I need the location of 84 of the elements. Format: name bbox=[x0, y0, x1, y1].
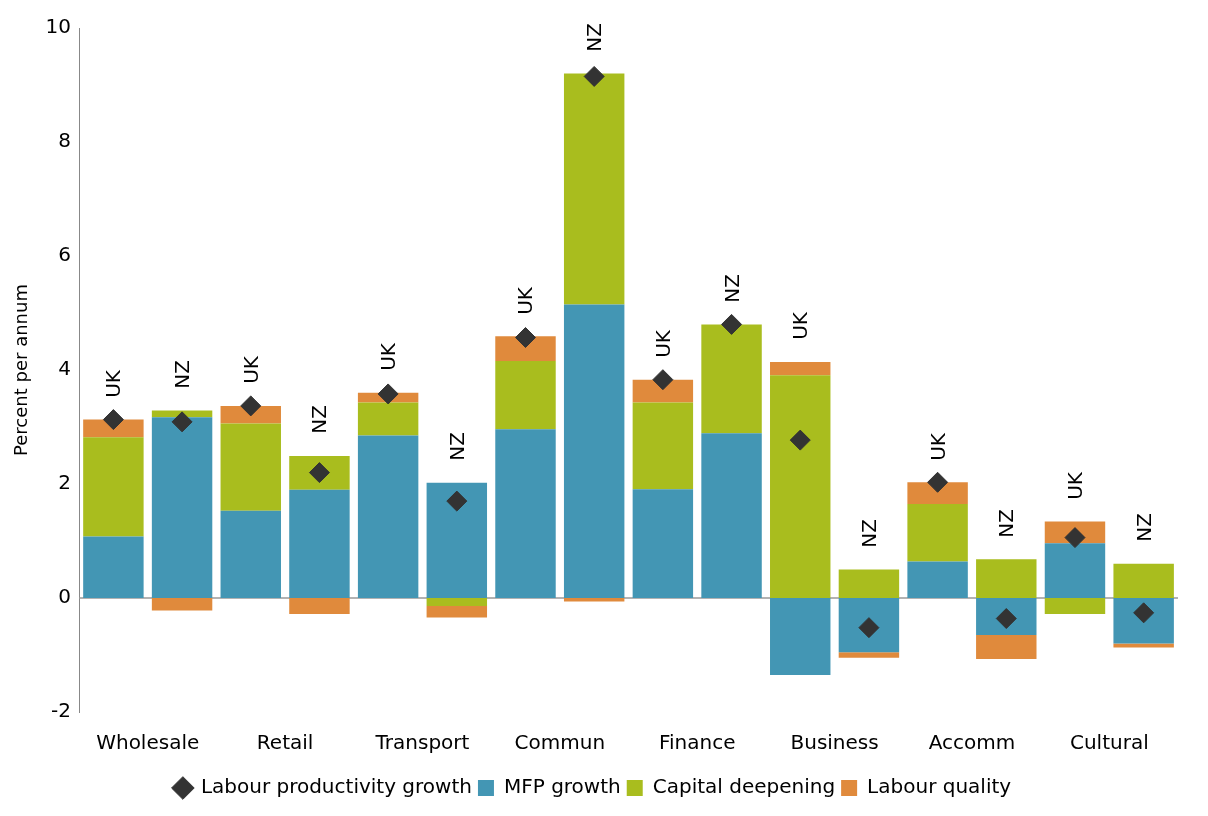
bar bbox=[83, 536, 144, 598]
annotation: NZ bbox=[1131, 513, 1156, 542]
annotation: UK bbox=[788, 312, 813, 341]
y-tick-label: 6 bbox=[58, 242, 72, 267]
bar bbox=[770, 362, 831, 376]
point bbox=[446, 490, 468, 512]
bar bbox=[83, 437, 144, 537]
bar bbox=[1044, 598, 1106, 614]
bar bbox=[838, 569, 900, 598]
y-tick-label: -2 bbox=[51, 698, 72, 723]
bar bbox=[495, 336, 556, 361]
bar bbox=[426, 605, 488, 618]
bar bbox=[289, 598, 350, 614]
annotation: UK bbox=[925, 432, 950, 461]
point bbox=[171, 411, 193, 433]
y-tick-label: 4 bbox=[58, 356, 72, 381]
y-tick-label: 8 bbox=[58, 128, 72, 153]
bar bbox=[151, 598, 213, 611]
bar bbox=[770, 598, 831, 675]
point bbox=[583, 65, 605, 87]
text: Retail bbox=[256, 730, 314, 755]
point bbox=[377, 383, 399, 405]
bar bbox=[495, 429, 556, 598]
bar bbox=[838, 652, 900, 658]
y-tick-label: 0 bbox=[58, 584, 72, 609]
legend-label: Labour productivity growth bbox=[200, 774, 472, 799]
text: Cultural bbox=[1069, 730, 1149, 755]
bar bbox=[426, 598, 488, 606]
bar bbox=[1113, 563, 1174, 598]
point bbox=[240, 395, 262, 417]
bar bbox=[770, 375, 831, 598]
bar bbox=[701, 324, 762, 434]
annotation: NZ bbox=[719, 273, 744, 303]
annotation: UK bbox=[650, 329, 675, 358]
legend-label: Capital deepening bbox=[652, 774, 836, 799]
bar bbox=[426, 482, 488, 598]
text: Finance bbox=[658, 730, 736, 755]
annotation: NZ bbox=[444, 432, 469, 461]
annotation: NZ bbox=[856, 518, 881, 548]
bar bbox=[220, 510, 281, 598]
bar bbox=[151, 417, 213, 598]
bar bbox=[1113, 643, 1174, 648]
y-tick-label: 10 bbox=[45, 14, 72, 39]
bar bbox=[1044, 543, 1106, 598]
annotation: UK bbox=[376, 343, 401, 371]
text: Accomm bbox=[928, 730, 1016, 755]
legend-label: MFP growth bbox=[503, 774, 621, 799]
point bbox=[789, 429, 811, 451]
bar bbox=[701, 433, 762, 598]
bar bbox=[563, 304, 625, 598]
legend-label: Labour quality bbox=[867, 774, 1012, 799]
text: Business bbox=[790, 730, 879, 755]
bar bbox=[495, 360, 556, 430]
bar bbox=[220, 423, 281, 511]
bar bbox=[563, 73, 625, 305]
point bbox=[927, 471, 949, 493]
annotation: UK bbox=[101, 369, 126, 398]
annotation: UK bbox=[238, 356, 263, 384]
bar bbox=[907, 561, 968, 598]
point bbox=[102, 409, 124, 431]
y-tick-label: 2 bbox=[58, 470, 72, 495]
bar bbox=[632, 402, 694, 490]
annotation: NZ bbox=[994, 508, 1019, 538]
bar bbox=[357, 435, 419, 598]
bar bbox=[289, 489, 350, 598]
annotation: NZ bbox=[307, 405, 332, 435]
bar bbox=[1113, 598, 1174, 644]
text: Commun bbox=[514, 730, 606, 755]
annotation: UK bbox=[1062, 471, 1087, 500]
annotation: NZ bbox=[170, 359, 195, 389]
text: Transport bbox=[374, 730, 470, 755]
bar bbox=[357, 402, 419, 436]
bar bbox=[151, 410, 213, 418]
annotation: NZ bbox=[582, 22, 607, 52]
bar bbox=[838, 598, 900, 653]
point bbox=[721, 313, 743, 335]
bar bbox=[907, 482, 968, 504]
bar bbox=[632, 489, 694, 598]
y-axis-title: Percent per annum bbox=[10, 284, 32, 456]
bar bbox=[907, 503, 968, 562]
annotation: UK bbox=[513, 286, 538, 315]
bar bbox=[976, 635, 1037, 659]
text: Wholesale bbox=[96, 730, 200, 755]
bar bbox=[976, 559, 1037, 598]
